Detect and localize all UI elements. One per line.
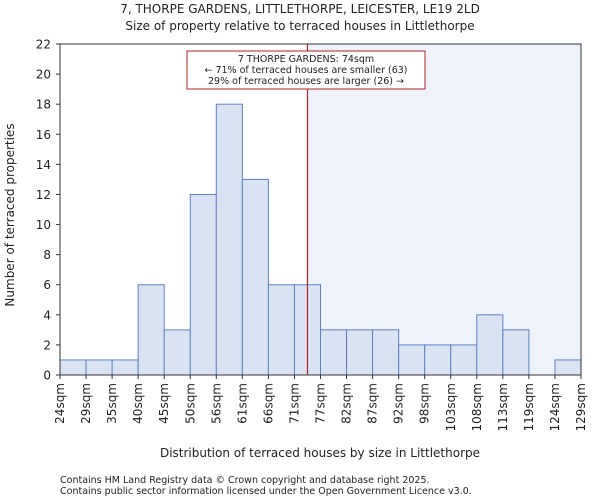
x-tick-label: 124sqm — [548, 383, 562, 431]
y-tick-label: 2 — [43, 338, 51, 352]
x-axis-label: Distribution of terraced houses by size … — [160, 446, 480, 460]
y-ticks-group: 0 2 4 6 8 10 12 14 16 18 20 22 — [36, 38, 60, 383]
x-tick-label: 113sqm — [496, 383, 510, 431]
x-tick-label: 61sqm — [235, 383, 249, 424]
bar-29sqm — [85, 359, 113, 376]
x-tick-label: 108sqm — [470, 383, 484, 431]
annotation-line-1: 7 THORPE GARDENS: 74sqm — [238, 54, 374, 65]
y-tick-label: 14 — [36, 158, 51, 172]
x-tick-label: 50sqm — [183, 383, 197, 424]
y-tick-label: 12 — [36, 188, 51, 202]
y-tick-label: 18 — [36, 98, 51, 112]
bar-50sqm — [189, 193, 217, 376]
bar-103sqm — [450, 344, 478, 376]
bars-group — [59, 103, 582, 376]
y-tick-label: 8 — [43, 248, 51, 262]
x-tick-label: 119sqm — [522, 383, 536, 431]
annotation-line-2: ← 71% of terraced houses are smaller (63… — [204, 65, 407, 76]
annotation-line-3: 29% of terraced houses are larger (26) → — [208, 76, 404, 87]
bar-24sqm — [59, 359, 87, 376]
bar-66sqm — [267, 284, 295, 376]
x-tick-label: 40sqm — [131, 383, 145, 424]
chart-subtitle: Size of property relative to terraced ho… — [125, 19, 474, 33]
y-axis-label: Number of terraced properties — [3, 123, 17, 306]
bar-92sqm — [398, 344, 426, 376]
x-ticks-group: 24sqm 29sqm 35sqm 40sqm 45sqm 50sqm 56sqm 61sqm… — [53, 375, 588, 431]
chart-title: 7, THORPE GARDENS, LITTLETHORPE, LEICEST… — [120, 2, 480, 16]
x-tick-label: 56sqm — [209, 383, 223, 424]
x-tick-label: 35sqm — [105, 383, 119, 424]
y-tick-label: 10 — [36, 218, 51, 232]
bar-98sqm — [424, 344, 452, 376]
bar-82sqm — [346, 329, 374, 376]
x-tick-label: 92sqm — [392, 383, 406, 424]
x-tick-label: 29sqm — [79, 383, 93, 424]
y-tick-label: 22 — [36, 38, 51, 52]
bar-40sqm — [137, 284, 165, 376]
bar-113sqm — [502, 329, 530, 376]
x-tick-label: 87sqm — [366, 383, 380, 424]
x-tick-label: 98sqm — [418, 383, 432, 424]
x-tick-label: 82sqm — [340, 383, 354, 424]
bar-45sqm — [163, 329, 191, 376]
y-tick-label: 16 — [36, 128, 51, 142]
x-tick-label: 66sqm — [261, 383, 275, 424]
annotation-box — [186, 50, 426, 90]
x-tick-label: 103sqm — [444, 383, 458, 431]
footer-line-2: Contains public sector information licen… — [60, 486, 472, 497]
y-tick-label: 20 — [36, 68, 51, 82]
bar-108sqm — [476, 314, 504, 376]
x-tick-label: 77sqm — [314, 383, 328, 424]
y-tick-label: 6 — [43, 278, 51, 292]
footer-line-1: Contains HM Land Registry data © Crown c… — [60, 475, 430, 486]
y-tick-label: 0 — [43, 369, 51, 383]
x-tick-label: 129sqm — [574, 383, 588, 431]
y-tick-label: 4 — [43, 308, 51, 322]
x-tick-label: 71sqm — [287, 383, 301, 424]
bar-56sqm — [215, 103, 243, 376]
bar-35sqm — [111, 359, 139, 376]
x-tick-label: 45sqm — [157, 383, 171, 424]
bar-77sqm — [320, 329, 348, 376]
bar-124sqm — [554, 359, 582, 376]
shaded-region — [307, 44, 581, 375]
bar-87sqm — [372, 329, 400, 376]
x-tick-label: 24sqm — [53, 383, 67, 424]
bar-61sqm — [241, 178, 269, 376]
